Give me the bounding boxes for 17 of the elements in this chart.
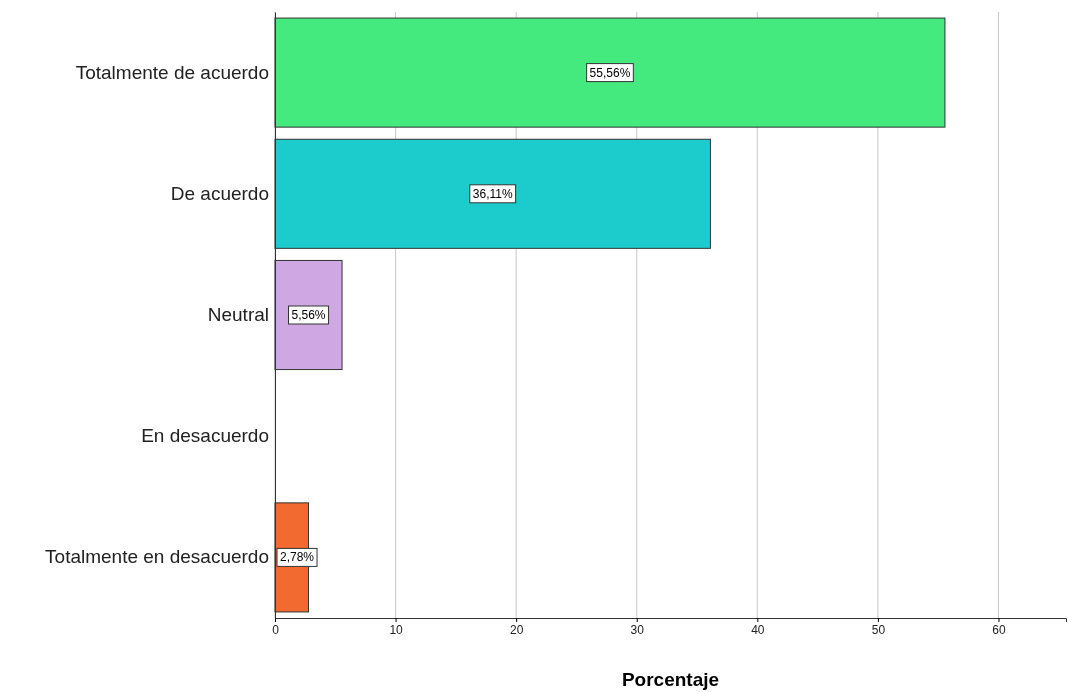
data-label: 5,56% — [291, 308, 326, 322]
y-tick-label: Totalmente de acuerdo — [75, 61, 269, 83]
data-label: 55,56% — [589, 65, 631, 80]
y-tick-label: En desacuerdo — [141, 425, 269, 447]
x-tick-label: 20 — [509, 622, 524, 637]
data-label: 36,11% — [472, 186, 513, 201]
x-tick-label: 50 — [871, 622, 886, 637]
x-tick-label: 10 — [389, 622, 404, 637]
data-label: 2,78% — [280, 550, 315, 565]
x-tick-label: 40 — [751, 622, 765, 637]
y-tick-label: De acuerdo — [170, 182, 269, 204]
x-tick-label: 60 — [992, 622, 1006, 637]
x-tick-label: 30 — [630, 622, 645, 637]
x-axis-title: Porcentaje — [621, 669, 720, 690]
y-tick-label: Neutral — [207, 304, 269, 326]
x-tick-label: 0 — [272, 622, 280, 637]
y-tick-label: Totalmente en desacuerdo — [45, 546, 269, 568]
